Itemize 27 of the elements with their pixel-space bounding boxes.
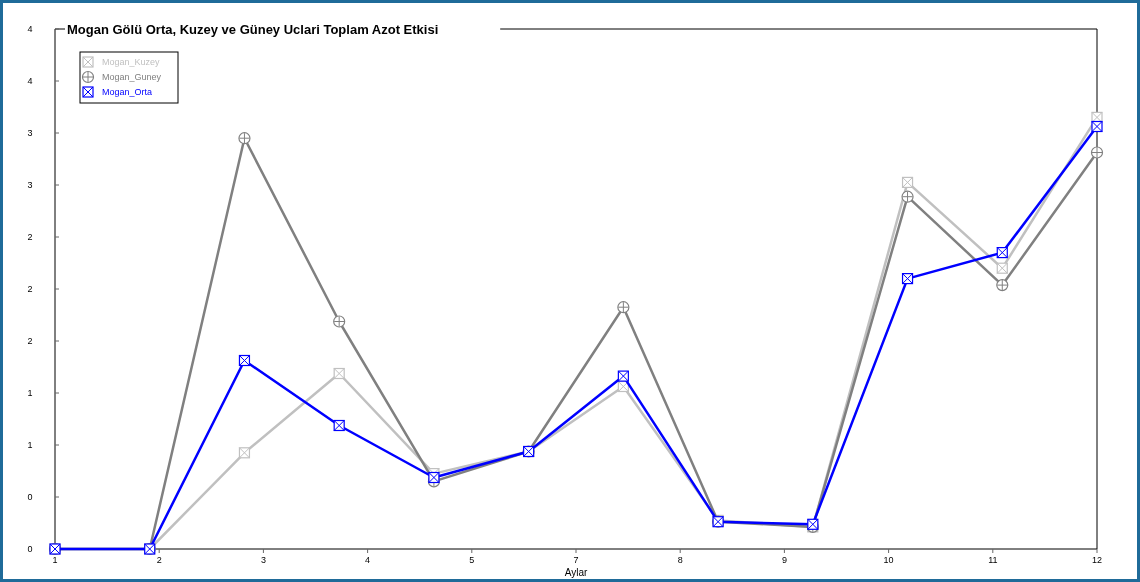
- x-tick-label: 9: [781, 555, 787, 565]
- x-tick-label: 1: [52, 555, 58, 565]
- y-tick-label: 3: [27, 180, 33, 190]
- x-tick-label: 8: [677, 555, 683, 565]
- y-tick-label: 0: [27, 492, 33, 502]
- y-tick-label: 2: [27, 232, 33, 242]
- x-axis-title: Aylar: [564, 567, 588, 578]
- y-tick-label: 1: [27, 440, 33, 450]
- y-tick-label: 0: [27, 544, 33, 554]
- y-tick-label: 1: [27, 388, 33, 398]
- legend-label: Mogan_Guney: [102, 72, 162, 82]
- y-tick-label: 4: [27, 76, 33, 86]
- x-tick-label: 2: [156, 555, 162, 565]
- x-tick-label: 5: [469, 555, 475, 565]
- x-tick-label: 3: [260, 555, 266, 565]
- y-tick-label: 4: [27, 24, 33, 34]
- x-tick-label: 12: [1091, 555, 1103, 565]
- x-tick-label: 7: [573, 555, 579, 565]
- x-tick-label: 11: [988, 555, 998, 565]
- legend-label: Mogan_Kuzey: [102, 57, 161, 67]
- x-tick-label: 4: [365, 555, 371, 565]
- legend-label: Mogan_Orta: [102, 87, 153, 97]
- y-tick-label: 3: [27, 128, 33, 138]
- x-tick-label: 10: [883, 555, 894, 565]
- y-tick-label: 2: [27, 336, 33, 346]
- chart-title: Mogan Gölü Orta, Kuzey ve Güney Uclari Toplam Azot Etkisi: [67, 22, 439, 37]
- y-tick-label: 2: [27, 284, 33, 294]
